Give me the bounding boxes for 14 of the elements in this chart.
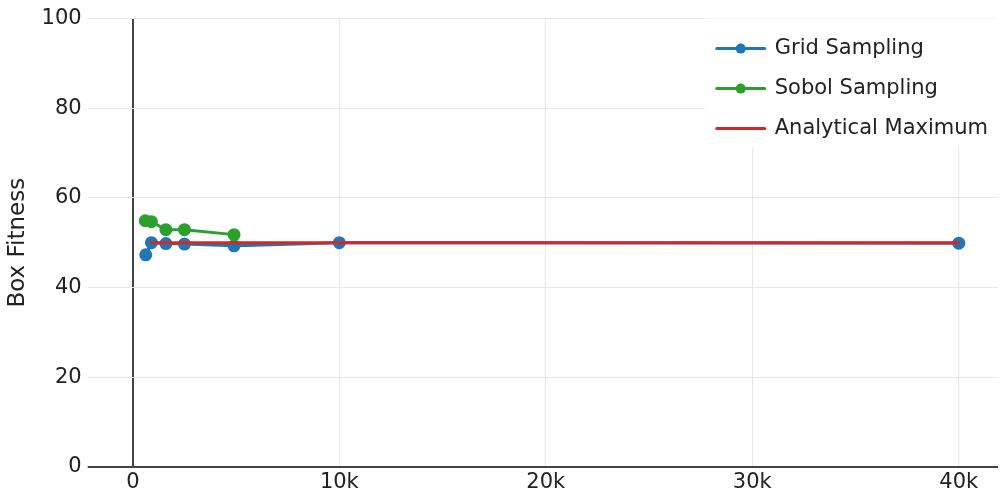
y-tick-label: 40 xyxy=(54,273,82,298)
legend-label: Sobol Sampling xyxy=(774,75,938,100)
y-tick-label: 60 xyxy=(54,184,82,209)
y-tick-label: 100 xyxy=(41,5,82,30)
y-tick-label: 20 xyxy=(54,363,82,388)
y-tick-label: 80 xyxy=(54,94,82,119)
x-tick-label: 20k xyxy=(526,468,567,493)
x-tick-label: 10k xyxy=(319,468,360,493)
legend-label: Analytical Maximum xyxy=(774,115,989,140)
x-tick-label: 0 xyxy=(126,468,140,493)
y-axis-title: Box Fitness xyxy=(2,177,29,308)
x-tick-label: 40k xyxy=(939,468,980,493)
legend-label: Grid Sampling xyxy=(774,35,924,60)
x-tick-label: 30k xyxy=(732,468,773,493)
